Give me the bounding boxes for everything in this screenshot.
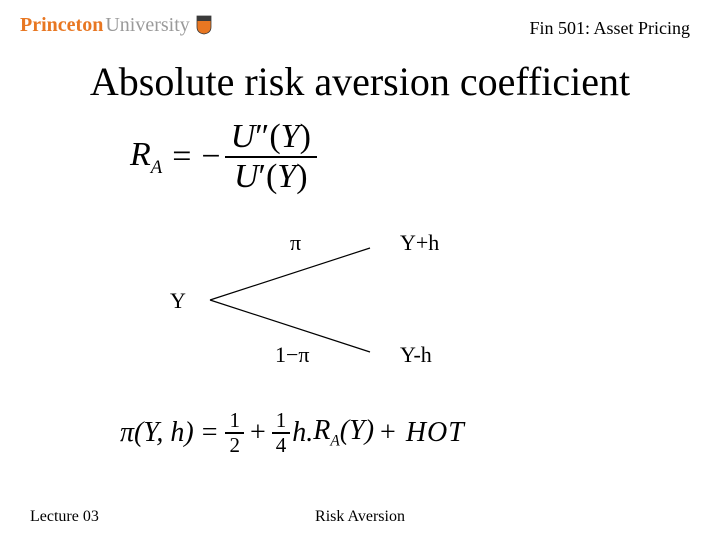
h-term: h. bbox=[292, 417, 313, 449]
tree-prob-bottom: 1−π bbox=[275, 342, 310, 368]
den-U: U bbox=[234, 158, 259, 195]
pi-bottom: π bbox=[298, 342, 309, 367]
den-prime: ′ bbox=[259, 158, 266, 195]
logo-text: Princeton University bbox=[20, 14, 190, 37]
numerator: U″(Y) bbox=[225, 120, 317, 158]
footer-topic: Risk Aversion bbox=[0, 508, 720, 526]
ra-symbol: RA bbox=[130, 136, 162, 179]
lottery-tree-diagram: Y π 1−π Y+h Y-h bbox=[170, 230, 530, 380]
tree-root-label: Y bbox=[170, 288, 186, 314]
pi-args: (Y, h) bbox=[134, 417, 194, 449]
ra-R: R bbox=[130, 136, 151, 173]
tree-prob-top: π bbox=[290, 230, 301, 256]
logo-bold: Princeton bbox=[20, 14, 103, 37]
plus-1: + bbox=[250, 417, 266, 449]
shield-icon bbox=[196, 15, 212, 35]
one-half: 1 2 bbox=[225, 410, 244, 456]
tree-lines bbox=[170, 230, 530, 380]
tree-outcome-top: Y+h bbox=[400, 230, 439, 256]
num-prime: ″ bbox=[255, 118, 269, 155]
plus-2: + bbox=[380, 417, 396, 449]
one-quarter: 1 4 bbox=[272, 410, 291, 456]
logo-light: University bbox=[105, 14, 189, 37]
equals-sign: = bbox=[172, 138, 191, 176]
RA-term: RA(Y) bbox=[313, 415, 374, 451]
half-bot: 2 bbox=[225, 434, 244, 456]
formula-pi-expansion: π(Y, h) = 1 2 + 1 4 h. RA(Y) + HOT bbox=[120, 410, 465, 456]
R2-arg: (Y) bbox=[340, 415, 374, 446]
tree-outcome-bottom: Y-h bbox=[400, 342, 432, 368]
pi-lhs: π bbox=[120, 417, 134, 449]
slide-root: Princeton University Fin 501: Asset Pric… bbox=[0, 0, 720, 540]
denominator: U′(Y) bbox=[228, 158, 314, 194]
minus-sign: − bbox=[201, 138, 220, 176]
quarter-bot: 4 bbox=[272, 434, 291, 456]
equals-sign-2: = bbox=[202, 417, 218, 449]
R2: R bbox=[313, 415, 330, 446]
half-top: 1 bbox=[225, 410, 244, 434]
one-minus: 1− bbox=[275, 342, 298, 367]
ra-sub: A bbox=[151, 156, 162, 177]
course-label: Fin 501: Asset Pricing bbox=[529, 18, 690, 39]
num-arg: Y bbox=[281, 118, 300, 155]
num-U: U bbox=[231, 118, 256, 155]
den-arg: Y bbox=[277, 158, 296, 195]
quarter-top: 1 bbox=[272, 410, 291, 434]
formula-absolute-risk-aversion: RA = − U″(Y) U′(Y) bbox=[130, 120, 317, 194]
fraction: U″(Y) U′(Y) bbox=[225, 120, 317, 194]
R2-sub: A bbox=[330, 433, 339, 450]
hot-term: HOT bbox=[406, 417, 465, 449]
slide-title: Absolute risk aversion coefficient bbox=[0, 58, 720, 105]
university-logo: Princeton University bbox=[20, 10, 220, 40]
